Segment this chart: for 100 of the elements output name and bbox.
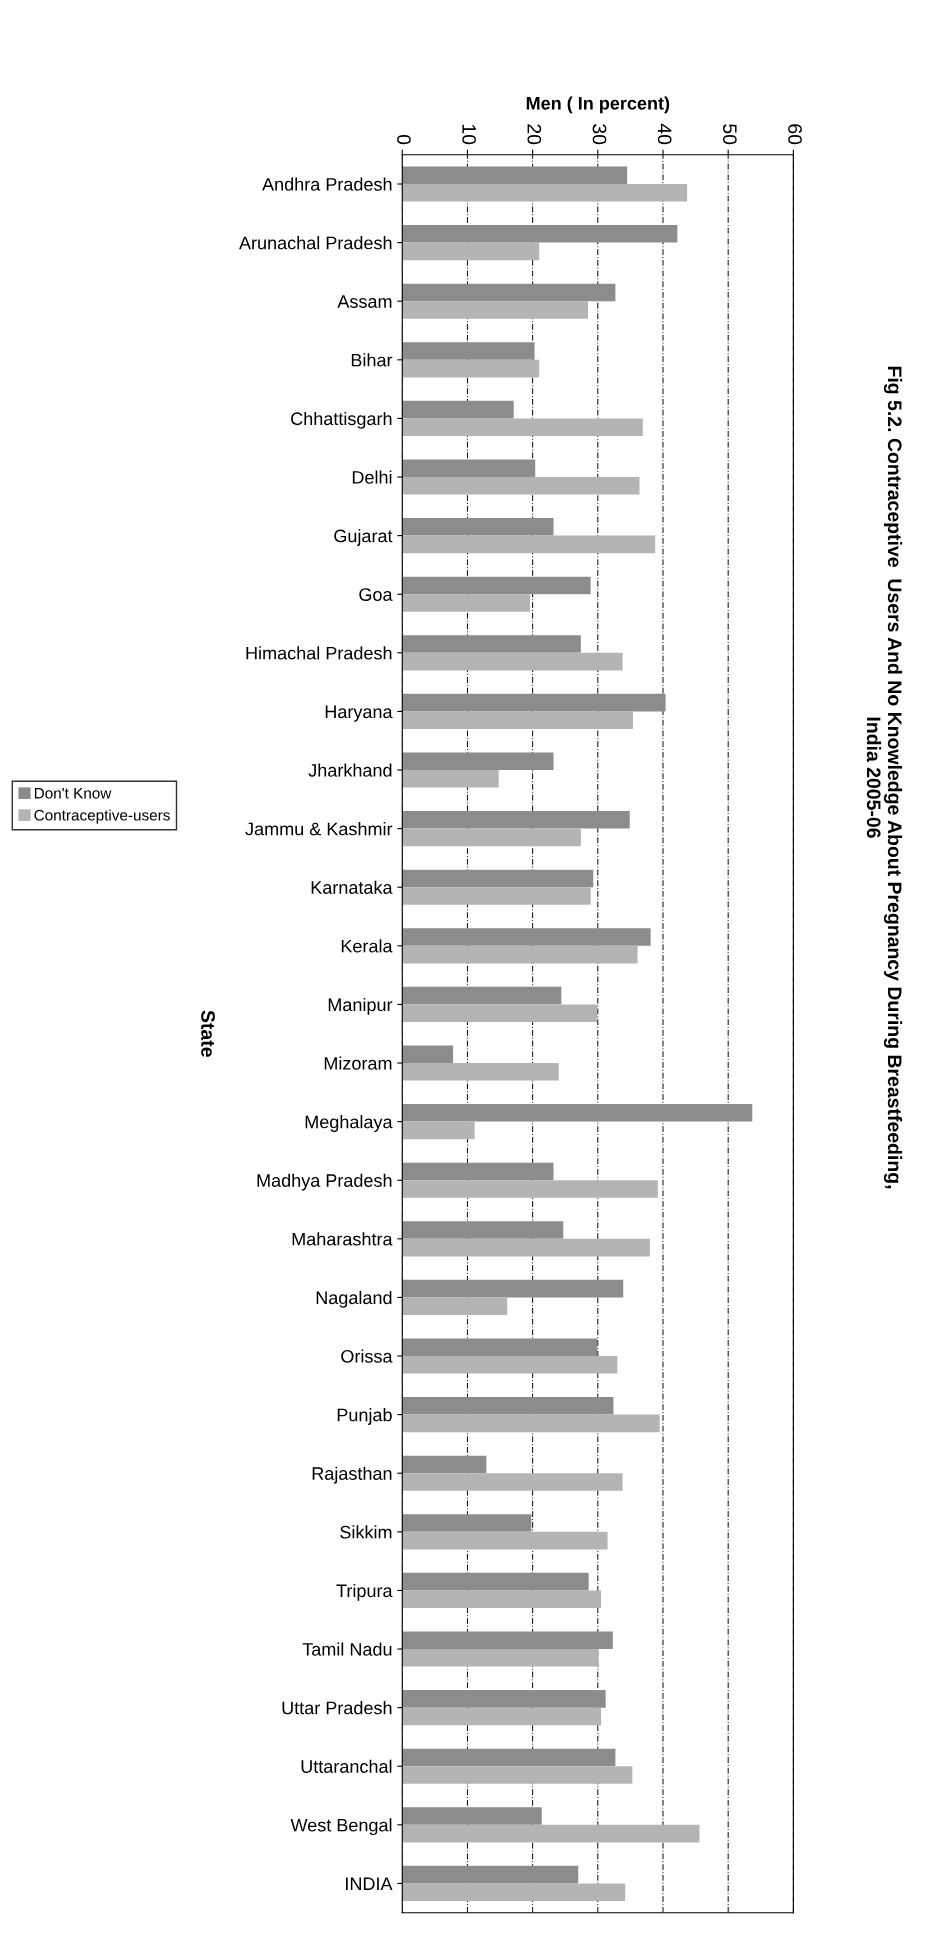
bar (402, 576, 591, 595)
y-tick-label: Mizoram (324, 1056, 392, 1070)
bar (402, 342, 535, 360)
y-tick-label: Jharkhand (308, 763, 392, 777)
bar (402, 283, 616, 302)
y-tick-label: Andhra Pradesh (262, 177, 392, 191)
bar (402, 1590, 602, 1608)
bar (402, 518, 554, 536)
y-tick-label: Bihar (351, 353, 393, 367)
bar (402, 887, 591, 905)
y-tick-label: Gujarat (334, 529, 393, 546)
bar (402, 1455, 487, 1474)
y-tick-label: Uttaranchal (301, 1759, 392, 1773)
y-tick-label: West Bengal (290, 1818, 392, 1836)
bar (402, 1397, 614, 1415)
x-tick-label: 40 (657, 123, 672, 145)
bar (402, 1690, 606, 1708)
y-tick-label: Arunachal Pradesh (239, 236, 392, 250)
bar (402, 652, 623, 671)
y-tick-label: Manipur (328, 997, 393, 1015)
bar (402, 418, 643, 436)
bar (402, 166, 628, 185)
y-tick-label: INDIA (346, 1877, 393, 1890)
bar (402, 1045, 454, 1064)
bar (402, 1883, 626, 1902)
y-tick-label: Chhattisgarh (291, 411, 392, 429)
x-axis-title: Men ( In percent) (526, 96, 670, 114)
y-tick-label: Himachal Pradesh (246, 646, 392, 660)
y-tick-label: Madhya Pradesh (257, 1173, 392, 1191)
bar (402, 1414, 660, 1433)
bar (402, 635, 581, 653)
bar (402, 1279, 624, 1298)
bar (402, 1631, 613, 1650)
x-tick-label: 50 (722, 124, 737, 145)
y-tick-label: Jammu & Kashmir (245, 822, 393, 836)
y-axis-title: State (201, 1010, 215, 1057)
bar (402, 1572, 589, 1591)
bar (402, 1221, 564, 1239)
bar (402, 986, 562, 1005)
y-tick-label: Assam (337, 295, 392, 308)
bar (402, 1473, 623, 1491)
bar (402, 945, 638, 964)
bar (402, 693, 666, 712)
bar (402, 400, 514, 419)
bar (402, 1238, 650, 1257)
bar (402, 811, 630, 829)
x-tick-label: 0 (397, 134, 411, 145)
bar (402, 1766, 633, 1784)
bar (402, 1004, 598, 1022)
bar (402, 1824, 700, 1843)
y-tick-label: Rajasthan (312, 1466, 392, 1484)
y-tick-label: Goa (359, 588, 393, 601)
bar (402, 711, 634, 729)
bar (402, 1162, 554, 1181)
bar (402, 752, 554, 771)
bar (402, 242, 540, 261)
bar (402, 1121, 475, 1140)
x-tick-label: 30 (592, 124, 607, 145)
y-tick-label: Nagaland (316, 1290, 392, 1308)
y-tick-label: Orissa (341, 1349, 393, 1363)
y-tick-label: Meghalaya (305, 1115, 393, 1132)
bar (402, 828, 581, 847)
bar (402, 459, 536, 478)
y-tick-label: Maharashtra (292, 1232, 393, 1246)
x-tick-label: 20 (527, 124, 542, 145)
bar (402, 535, 656, 554)
x-tick-label: 10 (462, 124, 476, 145)
bar (402, 1707, 602, 1726)
bar (402, 1807, 542, 1825)
bar (402, 1180, 658, 1198)
bar (402, 1104, 753, 1122)
bar (402, 225, 678, 243)
text: Fig 5.2. Contraceptive Users And No Knowledge About Pregnancy During Breastfeeding, India 2005-06 (866, 366, 903, 1189)
bar (402, 1356, 618, 1374)
bar (402, 869, 594, 888)
bar (402, 1865, 579, 1884)
bar (402, 594, 531, 612)
legend-label: Don't Know (34, 787, 112, 799)
bar (402, 928, 651, 946)
bar (402, 1531, 608, 1550)
y-tick-label: Punjab (337, 1408, 392, 1425)
bar (402, 1514, 532, 1532)
bar (402, 1649, 599, 1667)
bar (402, 1338, 598, 1357)
bar (402, 359, 540, 378)
y-tick-label: Delhi (352, 470, 392, 484)
legend-label: Contraceptive-users (34, 809, 170, 824)
y-tick-label: Tamil Nadu (302, 1642, 392, 1656)
y-tick-label: Haryana (325, 705, 393, 722)
bar (402, 301, 589, 319)
bar (402, 1063, 559, 1081)
y-tick-label: Kerala (341, 939, 393, 953)
y-tick-label: Tripura (336, 1583, 393, 1601)
bar (402, 1297, 508, 1315)
y-tick-label: Karnataka (311, 880, 393, 894)
y-tick-label: Uttar Pradesh (282, 1701, 392, 1715)
bar (402, 1748, 616, 1767)
bar (402, 770, 499, 788)
bar (402, 184, 688, 202)
y-tick-label: Sikkim (340, 1525, 392, 1539)
